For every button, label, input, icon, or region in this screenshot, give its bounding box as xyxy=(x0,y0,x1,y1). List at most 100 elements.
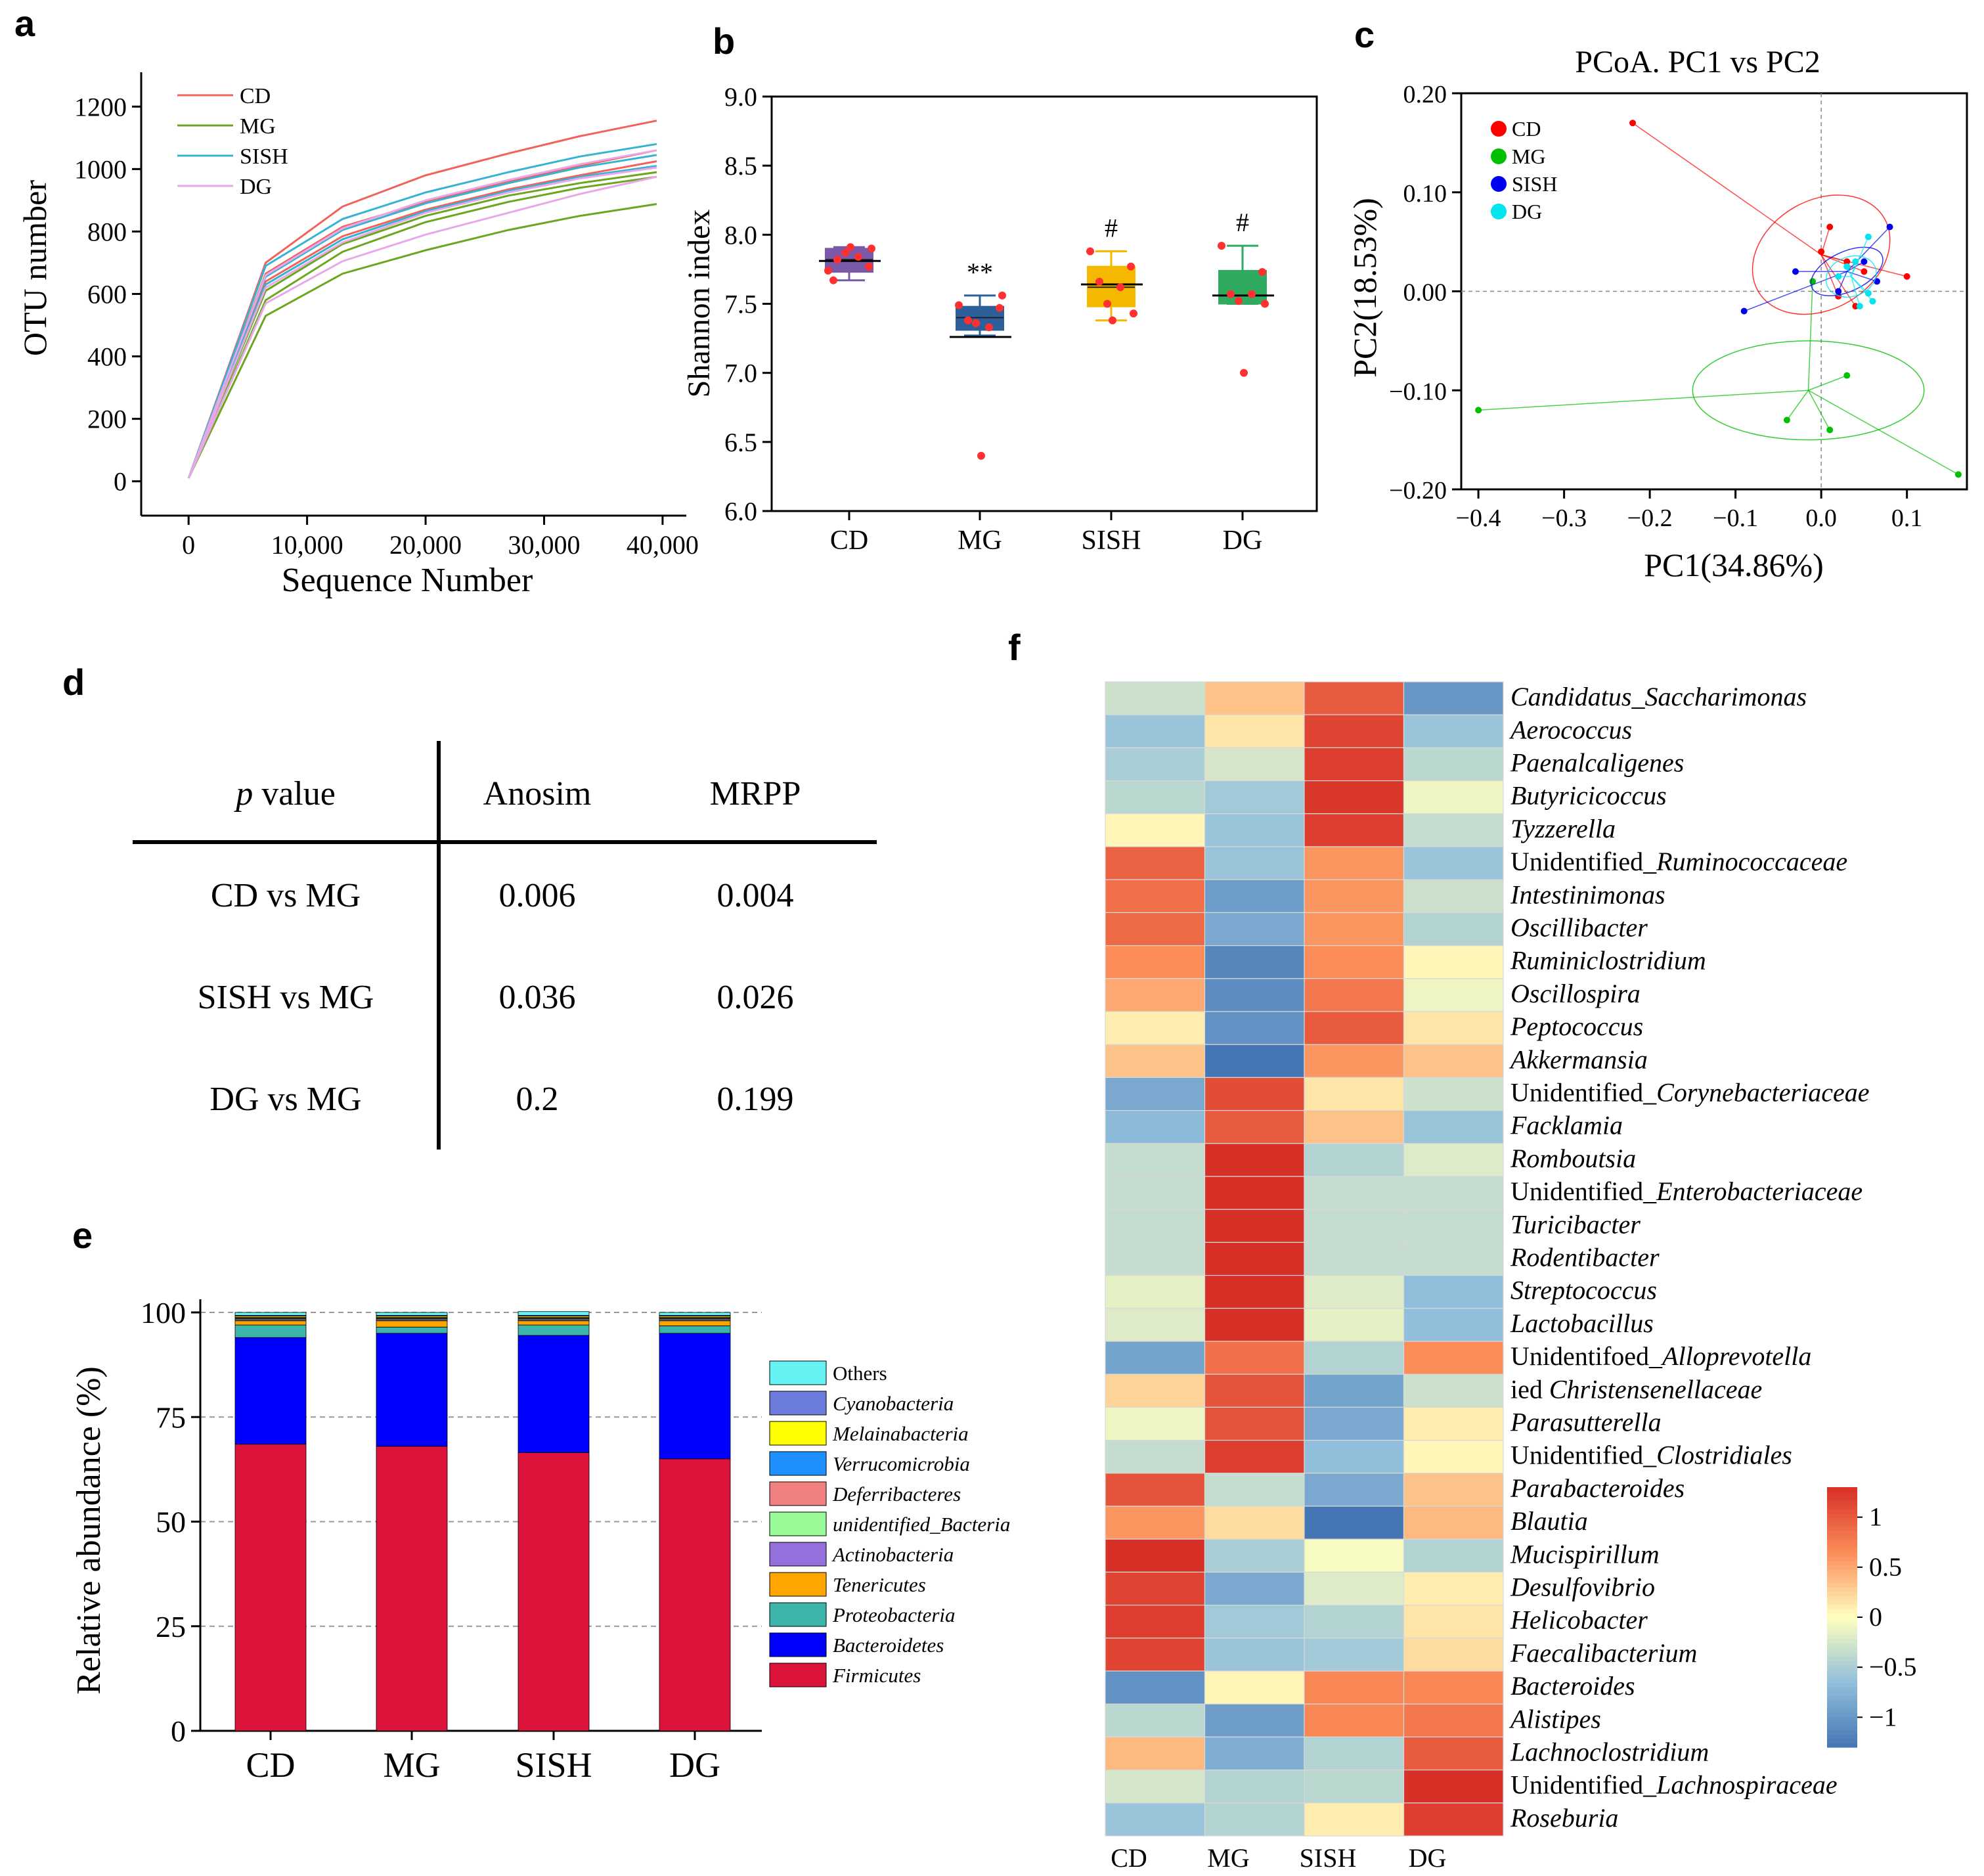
f-heatmap-cell xyxy=(1105,1571,1206,1606)
e-legend-swatch xyxy=(769,1542,827,1567)
f-heatmap-cell xyxy=(1105,1473,1206,1507)
f-heatmap-cell xyxy=(1204,978,1305,1012)
c-y-tick-label: −0.20 xyxy=(1389,477,1447,504)
f-heatmap-cell xyxy=(1304,1703,1405,1737)
c-data-point xyxy=(1903,273,1910,280)
a-xlabel: Sequence Number xyxy=(282,562,533,599)
f-row-label: Unidentified_Lachnospiraceae xyxy=(1510,1770,1838,1800)
f-heatmap-cell xyxy=(1105,1077,1206,1111)
c-spider-line xyxy=(1851,276,1874,302)
f-row-label: Unidentifoed_Alloprevotella xyxy=(1510,1341,1811,1371)
c-x-tick-label: −0.3 xyxy=(1541,504,1587,532)
panel-label-d: d xyxy=(62,661,85,703)
e-x-tick-label: CD xyxy=(246,1745,295,1785)
c-spider-line xyxy=(1820,254,1864,273)
b-x-tick-label: MG xyxy=(958,525,1002,556)
f-colorbar-segment xyxy=(1827,1738,1857,1743)
f-row-label: Unidentified_Clostridiales xyxy=(1510,1440,1792,1470)
c-legend-marker xyxy=(1491,176,1507,192)
f-colorbar-segment xyxy=(1827,1712,1857,1718)
a-series-line-cd xyxy=(187,160,657,479)
f-row-label: Unidentified_Enterobacteriaceae xyxy=(1510,1176,1863,1206)
f-heatmap-cell xyxy=(1204,1374,1305,1408)
a-series-line-mg xyxy=(187,203,657,479)
e-bar-segment-others xyxy=(376,1312,448,1316)
b-data-point xyxy=(985,323,993,332)
f-heatmap-cell xyxy=(1304,1274,1405,1309)
a-legend-label: MG xyxy=(240,114,276,139)
e-legend-label: Others xyxy=(833,1362,887,1385)
b-data-point xyxy=(1086,247,1094,256)
f-row-label: Bacteroides xyxy=(1510,1671,1635,1701)
b-data-point xyxy=(829,276,837,284)
a-series-line-sish xyxy=(187,143,657,479)
f-heatmap-cell xyxy=(1304,1538,1405,1573)
f-heatmap-cell xyxy=(1204,1308,1305,1342)
f-heatmap-cell xyxy=(1403,1473,1504,1507)
f-heatmap-cell xyxy=(1204,1143,1305,1177)
f-heatmap-cell xyxy=(1105,1011,1206,1045)
f-heatmap-cell xyxy=(1204,1506,1305,1540)
f-heatmap-cell xyxy=(1403,681,1504,715)
a-series-line-dg xyxy=(187,166,657,479)
e-legend-label: Firmicutes xyxy=(832,1664,921,1687)
b-data-point xyxy=(964,316,972,324)
c-data-point xyxy=(1886,223,1893,231)
c-x-tick-label: 0.1 xyxy=(1891,504,1923,532)
b-data-point xyxy=(824,267,832,275)
c-data-point xyxy=(1826,426,1834,434)
c-data-point xyxy=(1629,120,1637,127)
e-legend-swatch xyxy=(769,1511,827,1536)
e-legend-label: Proteobacteria xyxy=(832,1603,956,1626)
a-x-tick-label: 30,000 xyxy=(508,530,580,560)
table-row-label: SISH vs MG xyxy=(198,979,374,1016)
f-heatmap-cell xyxy=(1105,1209,1206,1243)
c-spider-line xyxy=(1808,374,1847,391)
f-heatmap-cell xyxy=(1105,780,1206,815)
f-heatmap-cell xyxy=(1304,1241,1405,1276)
f-colorbar-segment xyxy=(1827,1730,1857,1735)
f-row-label: Aerococcus xyxy=(1509,715,1632,744)
f-heatmap-cell xyxy=(1105,912,1206,947)
c-data-point xyxy=(1475,407,1482,414)
f-colorbar-segment xyxy=(1827,1591,1857,1596)
f-row-label: Oscillospira xyxy=(1510,979,1641,1008)
f-heatmap-cell xyxy=(1204,1670,1305,1705)
e-legend-label: Cyanobacteria xyxy=(833,1392,954,1415)
e-legend-swatch xyxy=(769,1632,827,1657)
f-heatmap-cell xyxy=(1403,879,1504,913)
f-heatmap-cell xyxy=(1204,1341,1305,1375)
f-heatmap-cell xyxy=(1403,714,1504,748)
c-legend-label: CD xyxy=(1512,117,1541,141)
f-heatmap-cell xyxy=(1304,1176,1405,1210)
e-legend-label: Bacteroidetes xyxy=(833,1634,944,1657)
c-data-point xyxy=(1852,258,1859,265)
f-heatmap-cell xyxy=(1403,1374,1504,1408)
b-data-point xyxy=(1248,290,1256,298)
f-heatmap-cell xyxy=(1403,1406,1504,1441)
f-heatmap-cell xyxy=(1105,879,1206,913)
f-colorbar-segment xyxy=(1827,1664,1857,1670)
b-data-point xyxy=(868,244,875,253)
f-colorbar-segment xyxy=(1827,1691,1857,1696)
e-bar-segment-bacteroidetes xyxy=(518,1335,590,1453)
f-heatmap-cell xyxy=(1204,846,1305,880)
f-row-label: Faecalibacterium xyxy=(1510,1638,1697,1668)
e-bar-segment-bacteroidetes xyxy=(234,1337,307,1445)
f-heatmap-cell xyxy=(1204,1044,1305,1078)
f-colorbar-segment xyxy=(1827,1708,1857,1713)
c-y-tick-label: 0.10 xyxy=(1403,180,1447,208)
f-row-label: Lactobacillus xyxy=(1510,1308,1654,1338)
f-row-label: Tyzzerella xyxy=(1510,814,1616,843)
f-heatmap-cell xyxy=(1105,1109,1206,1144)
f-heatmap-cell xyxy=(1304,1670,1405,1705)
c-data-point xyxy=(1843,372,1851,379)
panel-label-e: e xyxy=(72,1215,93,1256)
f-heatmap-cell xyxy=(1304,813,1405,847)
f-colorbar-segment xyxy=(1827,1509,1857,1514)
f-heatmap-cell xyxy=(1403,747,1504,782)
f-heatmap-cell xyxy=(1403,1241,1504,1276)
f-row-label: Butyricicoccus xyxy=(1510,781,1667,811)
f-colorbar-tick-label: 1 xyxy=(1869,1502,1882,1532)
b-data-point xyxy=(1127,262,1135,271)
